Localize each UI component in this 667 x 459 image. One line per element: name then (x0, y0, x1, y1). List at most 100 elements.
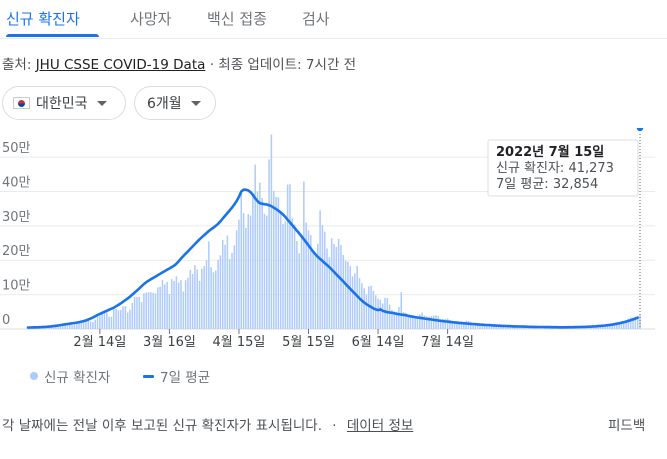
case-bar (391, 310, 393, 329)
case-bar (266, 215, 268, 329)
case-bar (456, 321, 458, 329)
case-bar (606, 325, 609, 329)
case-bar (609, 324, 611, 329)
x-tick-label: 7월 14일 (421, 335, 474, 350)
case-bar (351, 276, 354, 329)
case-bar (217, 259, 219, 329)
case-bar (486, 323, 488, 329)
case-bar (453, 321, 456, 329)
case-bar (314, 254, 317, 329)
case-bar (368, 286, 370, 329)
case-bar (182, 291, 185, 329)
footer-note-row: 각 날짜에는 전날 이후 보고된 신규 확진자가 표시됩니다. · 데이터 정보 (2, 414, 413, 434)
data-info-link[interactable]: 데이터 정보 (346, 418, 414, 434)
case-bar (101, 312, 103, 329)
case-bar (379, 299, 382, 329)
case-bar (252, 195, 254, 329)
case-bar (483, 324, 486, 329)
tab-new-cases[interactable]: 신규 확진자 (6, 10, 80, 28)
case-bar (493, 324, 495, 329)
case-bar (381, 303, 384, 329)
case-bar (219, 255, 222, 329)
case-bar (337, 238, 340, 329)
case-bar (131, 302, 134, 329)
case-bar (286, 184, 289, 329)
case-bar (395, 311, 398, 329)
case-bar (240, 193, 243, 329)
case-bar (319, 210, 321, 329)
case-bar (597, 326, 600, 329)
case-bar (59, 325, 62, 329)
case-bar (421, 312, 423, 329)
x-tick-label: 4월 15일 (213, 335, 266, 350)
case-bar (349, 266, 351, 329)
last-updated: 최종 업데이트: 7시간 전 (218, 57, 357, 73)
source-line: 출처: JHU CSSE COVID-19 Data · 최종 업데이트: 7시… (2, 53, 356, 73)
tab-vaccinations[interactable]: 백신 접종 (207, 10, 267, 28)
tooltip-cases-label: 신규 확진자: (496, 161, 564, 176)
case-bar (78, 322, 80, 329)
case-bar (479, 323, 481, 329)
hover-point (635, 128, 645, 133)
case-bar (467, 321, 470, 329)
case-bar (113, 309, 115, 329)
x-tick-label: 5월 15일 (282, 335, 335, 350)
feedback-link[interactable]: 피드백 (608, 418, 646, 434)
case-bar (55, 326, 57, 329)
case-bar (409, 315, 412, 329)
case-bar (282, 224, 284, 329)
case-bar (233, 245, 236, 329)
case-bar (242, 213, 245, 329)
case-bar (275, 196, 277, 329)
case-bar (361, 283, 363, 329)
case-bar (412, 317, 414, 329)
case-bar (138, 297, 141, 329)
case-bar (152, 292, 154, 329)
tooltip-cases-value: 41,273 (568, 161, 614, 176)
tooltip-average-label: 7일 평균: (496, 177, 549, 192)
case-bar (184, 280, 187, 329)
case-bar (263, 213, 266, 329)
case-bar (68, 324, 71, 329)
case-bar (235, 230, 238, 329)
case-bar (330, 238, 333, 329)
line-legend-dash-icon (143, 374, 154, 378)
case-bar (187, 277, 189, 329)
case-bar (460, 321, 463, 329)
case-bar (180, 280, 182, 329)
korea-flag-icon (13, 97, 30, 109)
source-link[interactable]: JHU CSSE COVID-19 Data (35, 57, 206, 73)
case-bar (305, 222, 307, 329)
case-bar (62, 325, 64, 329)
case-bar (592, 326, 595, 329)
dropdown-arrow-icon (96, 100, 107, 106)
case-bar (203, 266, 205, 329)
case-bar (126, 312, 129, 329)
case-bar (611, 324, 613, 329)
case-bar (87, 319, 90, 329)
footer-separator: · (332, 418, 337, 434)
case-bar (449, 320, 451, 329)
case-bar (310, 235, 312, 329)
case-bar (595, 326, 597, 329)
case-bar (618, 322, 620, 329)
case-bar (198, 280, 201, 329)
cases-chart[interactable]: 0 10만 20만 30만 40만 50만 2월 14일 3월 16일 4월 15일 5월 15… (0, 128, 667, 358)
tab-deaths[interactable]: 사망자 (130, 10, 172, 28)
period-dropdown[interactable]: 6개월 (134, 86, 216, 120)
case-bar (231, 253, 233, 329)
case-bar (238, 219, 240, 329)
case-bar (150, 292, 152, 329)
case-bar (625, 320, 627, 329)
legend-new-cases: 신규 확진자 (30, 366, 110, 386)
country-dropdown[interactable]: 대한민국 (2, 86, 126, 120)
case-bar (384, 297, 386, 329)
case-bar (358, 278, 361, 329)
case-bar (64, 324, 66, 329)
tab-testing[interactable]: 검사 (302, 10, 330, 28)
case-bar (634, 316, 637, 329)
case-bar (474, 323, 477, 329)
case-bar (133, 296, 136, 329)
case-bar (249, 215, 252, 329)
tooltip-average-value: 32,854 (553, 177, 599, 192)
